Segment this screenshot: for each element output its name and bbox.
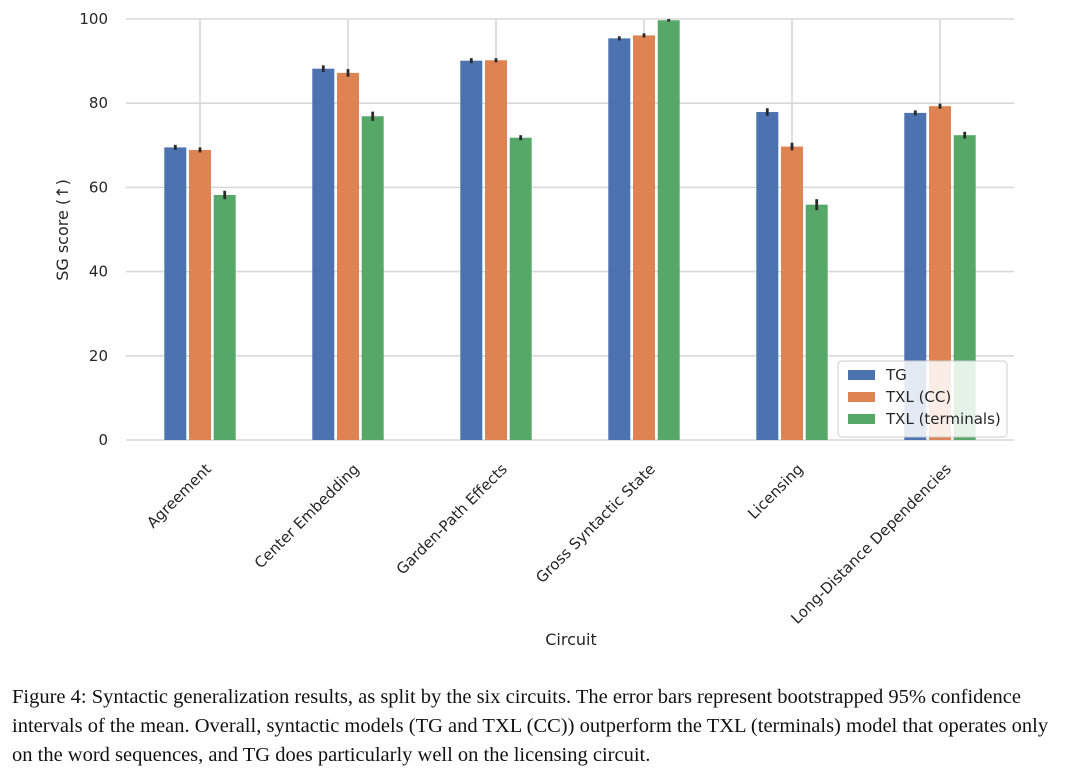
- bar: [189, 149, 211, 440]
- figure-caption: Figure 4: Syntactic generalization resul…: [12, 686, 1049, 766]
- x-tick-label: Center Embedding: [251, 460, 363, 572]
- y-tick-label: 60: [89, 178, 108, 196]
- y-tick-labels: 0 20 40 60 80 100: [79, 10, 108, 449]
- bar: [164, 147, 187, 440]
- legend-swatch: [848, 392, 875, 402]
- y-tick-label: 80: [89, 94, 108, 112]
- legend-label: TG: [885, 366, 907, 384]
- bar: [213, 194, 236, 440]
- legend: TG TXL (CC) TXL (terminals): [837, 360, 1008, 438]
- legend-label: TXL (CC): [885, 388, 951, 406]
- x-tick-label: Long-Distance Dependencies: [787, 460, 955, 628]
- bar: [460, 60, 483, 440]
- bar: [657, 20, 680, 440]
- bar: [608, 38, 631, 441]
- bar: [805, 204, 828, 440]
- y-tick-label: 40: [89, 263, 108, 281]
- bar: [509, 137, 532, 441]
- bar: [756, 112, 779, 440]
- bar: [337, 72, 359, 440]
- y-tick-label: 20: [89, 347, 108, 365]
- bar: [633, 35, 655, 440]
- bar: [781, 146, 803, 441]
- x-tick-label: Garden-Path Effects: [393, 460, 511, 578]
- x-tick-label: Agreement: [143, 460, 215, 532]
- bar: [485, 60, 507, 441]
- grid-layer: [126, 18, 1014, 441]
- x-tick-labels: Agreement Center Embedding Garden-Path Eff…: [143, 460, 955, 628]
- legend-label: TXL (terminals): [885, 410, 1001, 428]
- y-tick-label: 0: [98, 431, 108, 449]
- bar: [904, 112, 927, 441]
- bars-layer: [164, 19, 976, 441]
- bar-chart: 0 20 40 60 80 100 Agreement Center Embedding Ga…: [53, 10, 1014, 649]
- legend-swatch: [848, 414, 875, 424]
- bar: [929, 106, 951, 440]
- legend-swatch: [848, 370, 875, 380]
- y-axis-label: SG score (↑): [53, 179, 72, 281]
- x-axis-label: Circuit: [545, 630, 597, 649]
- bar: [312, 68, 335, 440]
- y-tick-label: 100: [79, 10, 108, 28]
- bar: [361, 116, 384, 440]
- x-tick-label: Gross Syntactic State: [532, 460, 659, 587]
- legend-box: [837, 360, 1008, 438]
- x-tick-label: Licensing: [744, 460, 807, 523]
